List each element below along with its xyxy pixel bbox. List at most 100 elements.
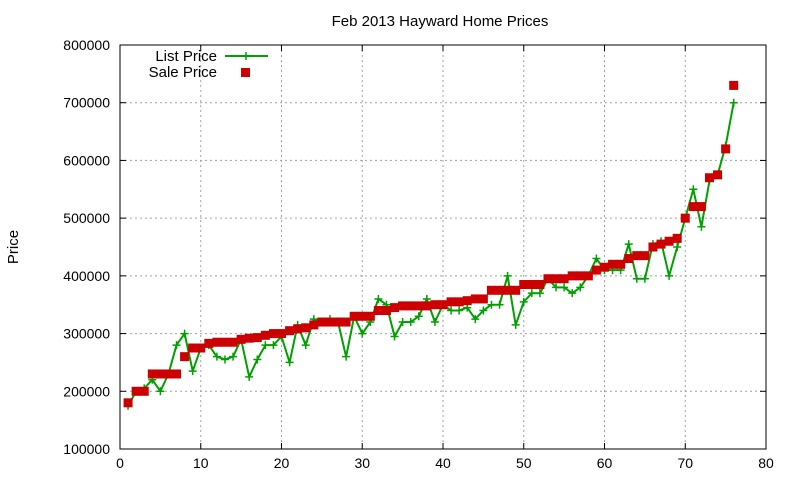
x-tick-label: 60 (597, 455, 613, 471)
sale-price-point (236, 334, 246, 344)
sale-price-point (155, 369, 165, 379)
sale-price-point (430, 300, 440, 310)
sale-price-point (543, 274, 553, 284)
sale-price-point (252, 333, 262, 343)
sale-price-point (608, 259, 618, 269)
sale-price-point (414, 301, 424, 311)
sale-price-point (640, 251, 650, 261)
list-price-point (390, 332, 399, 341)
sale-price-point (591, 265, 601, 275)
sale-price-point (147, 369, 157, 379)
sale-price-point (478, 294, 488, 304)
sale-price-point (575, 271, 585, 281)
series-layer (123, 80, 739, 410)
list-price-point (592, 254, 601, 263)
list-price-point (729, 98, 738, 107)
list-price-point (511, 320, 520, 329)
list-price-point (487, 300, 496, 309)
list-price-point (172, 341, 181, 350)
chart-title: Feb 2013 Hayward Home Prices (332, 13, 549, 30)
list-price-point (560, 283, 569, 292)
sale-price-point (462, 296, 472, 306)
x-tick-label: 80 (758, 455, 774, 471)
sale-price-point (519, 280, 529, 290)
sale-price-point (688, 202, 698, 212)
list-price-point (697, 222, 706, 231)
list-price-point (632, 274, 641, 283)
list-price-point (261, 341, 270, 350)
list-price-point (253, 355, 262, 364)
list-price-point (447, 306, 456, 315)
x-tick-label: 30 (354, 455, 370, 471)
list-price-point (285, 358, 294, 367)
list-price-point (503, 271, 512, 280)
sale-price-point (325, 317, 335, 327)
sale-price-point (390, 303, 400, 313)
list-price-point (576, 283, 585, 292)
sale-price-point (381, 305, 391, 315)
sale-price-point (301, 323, 311, 333)
sale-price-point (559, 274, 569, 284)
list-price-point (212, 352, 221, 361)
sale-price-point (624, 254, 634, 264)
y-tick-label: 300000 (63, 326, 110, 342)
list-price-point (180, 329, 189, 338)
sale-price-point (180, 352, 190, 362)
y-tick-label: 100000 (63, 441, 110, 457)
grid-lines (120, 45, 766, 449)
sale-price-point (188, 343, 198, 353)
sale-price-point (373, 305, 383, 315)
sale-price-point (446, 297, 456, 307)
sale-price-point (672, 233, 682, 243)
list-price-point (188, 367, 197, 376)
sale-price-point (277, 329, 286, 339)
y-tick-label: 700000 (63, 95, 110, 111)
sale-price-point (123, 398, 133, 408)
sale-price-point (696, 202, 706, 212)
sale-price-point (220, 337, 230, 347)
sale-price-point (656, 239, 666, 249)
sale-price-point (293, 324, 303, 334)
sale-price-point (228, 337, 238, 347)
list-price-point (689, 185, 698, 194)
sale-price-point (583, 271, 593, 281)
sale-price-point (511, 285, 521, 295)
sale-price-point (721, 144, 731, 154)
x-tick-label: 10 (193, 455, 209, 471)
sale-price-point (729, 80, 739, 90)
list-price-point (455, 306, 464, 315)
list-price-point (495, 300, 504, 309)
sale-price-point (309, 320, 319, 330)
list-price-point (301, 341, 310, 350)
list-price-point (229, 352, 238, 361)
sale-price-point (632, 251, 642, 261)
sale-price-point (495, 285, 505, 295)
sale-price-point (486, 285, 496, 295)
sale-price-point (341, 317, 351, 327)
sale-price-point (438, 300, 448, 310)
list-price-point (535, 289, 544, 298)
y-tick-label: 800000 (63, 37, 110, 53)
sale-price-point (398, 301, 408, 311)
sale-price-point (260, 330, 270, 340)
sale-price-point (616, 259, 626, 269)
sale-price-point (163, 369, 173, 379)
sale-price-point (317, 317, 327, 327)
sale-price-point (422, 301, 432, 311)
list-price-point (156, 387, 165, 396)
sale-price-point (349, 311, 359, 321)
sale-price-point (406, 301, 416, 311)
sale-price-point (172, 369, 182, 379)
y-tick-label: 200000 (63, 383, 110, 399)
sale-price-point (648, 242, 658, 252)
sale-price-point (600, 262, 609, 272)
sale-price-point (503, 285, 513, 295)
sale-price-point (285, 326, 295, 336)
sale-price-point (470, 294, 480, 304)
list-price-point (430, 318, 439, 327)
list-price-point (374, 294, 383, 303)
list-price-point (269, 341, 278, 350)
y-tick-label: 400000 (63, 268, 110, 284)
sale-price-point (680, 213, 690, 223)
sale-price-point (204, 338, 214, 348)
